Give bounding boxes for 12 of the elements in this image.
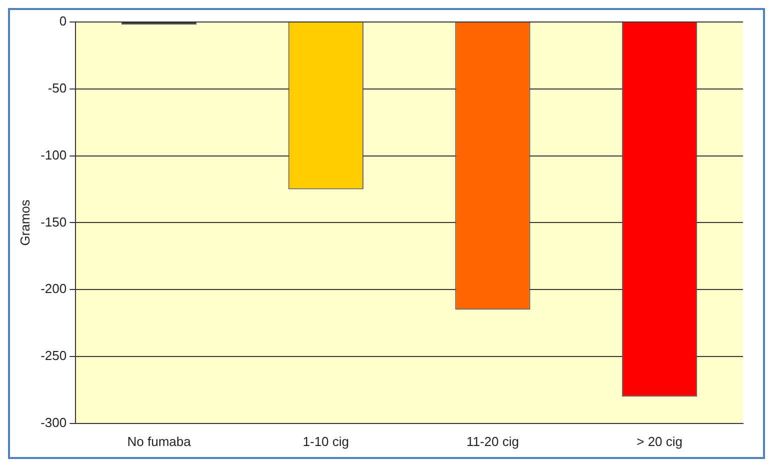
x-tick-label: 1-10 cig — [302, 434, 350, 449]
y-tick-label: -50 — [48, 80, 67, 96]
y-tick-label: -100 — [40, 147, 67, 162]
x-tick-label: > 20 cig — [636, 434, 683, 449]
x-tick-label: 11-20 cig — [466, 434, 519, 449]
y-tick-label: -200 — [40, 281, 67, 296]
y-tick-label: -300 — [40, 414, 67, 430]
y-tick-label: 0 — [59, 14, 67, 29]
y-tick-label: -150 — [40, 214, 67, 230]
y-axis-title: Gramos — [17, 199, 32, 246]
x-tick-label: No fumaba — [127, 434, 192, 449]
y-tick-label: -250 — [40, 348, 67, 364]
